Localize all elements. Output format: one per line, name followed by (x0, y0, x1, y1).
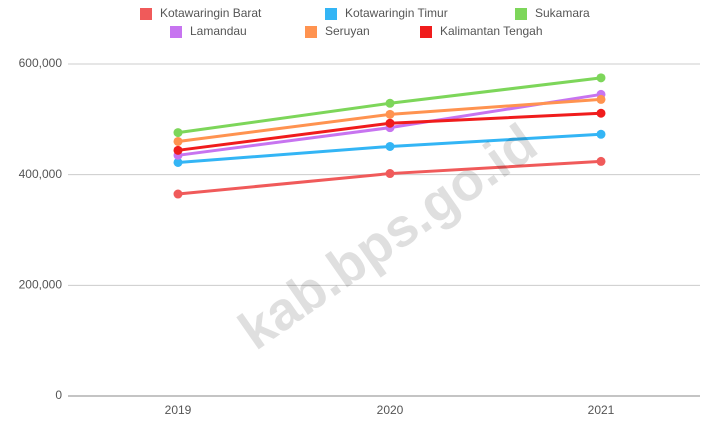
legend-swatch (170, 26, 182, 38)
data-point (385, 118, 395, 128)
legend-swatch (140, 8, 152, 20)
data-point (596, 73, 606, 83)
data-point (173, 157, 183, 167)
legend-label: Kotawaringin Timur (345, 6, 448, 20)
y-tick-label: 600,000 (19, 56, 63, 70)
legend-swatch (325, 8, 337, 20)
y-tick-label: 0 (55, 388, 62, 402)
data-point (385, 169, 395, 179)
data-point (596, 129, 606, 139)
x-tick-label: 2021 (588, 403, 615, 417)
data-point (385, 98, 395, 108)
legend-label: Sukamara (535, 6, 590, 20)
data-point (385, 141, 395, 151)
legend-swatch (420, 26, 432, 38)
y-tick-label: 400,000 (19, 167, 63, 181)
x-tick-label: 2019 (165, 403, 192, 417)
data-point (173, 136, 183, 146)
data-point (596, 156, 606, 166)
data-point (173, 128, 183, 138)
data-point (596, 94, 606, 104)
legend-label: Lamandau (190, 24, 247, 38)
data-point (596, 108, 606, 118)
legend-swatch (305, 26, 317, 38)
data-point (173, 145, 183, 155)
legend-swatch (515, 8, 527, 20)
data-point (385, 109, 395, 119)
legend-label: Seruyan (325, 24, 370, 38)
legend-label: Kalimantan Tengah (440, 24, 543, 38)
y-tick-label: 200,000 (19, 278, 63, 292)
legend-label: Kotawaringin Barat (160, 6, 262, 20)
x-tick-label: 2020 (377, 403, 404, 417)
data-point (173, 189, 183, 199)
